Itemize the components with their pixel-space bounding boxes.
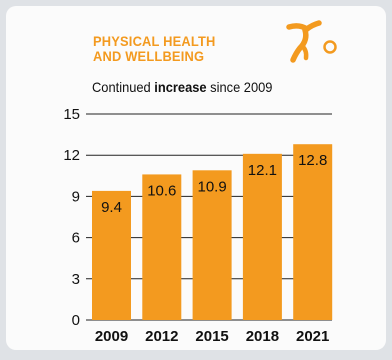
x-tick-label: 2015 xyxy=(195,328,228,345)
data-label: 10.6 xyxy=(147,182,176,199)
data-label: 10.9 xyxy=(197,178,226,195)
bar-2021 xyxy=(293,144,333,320)
x-tick-label: 2021 xyxy=(296,328,329,345)
y-tick-label: 15 xyxy=(63,106,80,123)
person-exercising-icon xyxy=(281,20,343,71)
data-label: 12.1 xyxy=(248,162,277,179)
y-tick-label: 6 xyxy=(72,230,80,247)
data-label: 12.8 xyxy=(298,152,327,169)
x-tick-label: 2012 xyxy=(145,328,178,345)
title-line-1: PHYSICAL HEALTH xyxy=(93,33,216,49)
x-tick-label: 2009 xyxy=(95,328,128,345)
bar-2018 xyxy=(242,153,282,320)
chart-subtitle: Continued increase since 2009 xyxy=(92,79,272,95)
y-tick-label: 3 xyxy=(72,271,80,288)
y-tick-label: 12 xyxy=(63,147,80,164)
data-label: 9.4 xyxy=(101,199,122,216)
y-tick-label: 0 xyxy=(72,312,80,329)
bar-2015 xyxy=(192,170,232,320)
chart-title: PHYSICAL HEALTH AND WELLBEING xyxy=(93,34,216,64)
subtitle-post: since 2009 xyxy=(206,79,273,95)
y-tick-label: 9 xyxy=(72,188,80,205)
subtitle-bold: increase xyxy=(154,79,207,95)
subtitle-pre: Continued xyxy=(92,79,155,95)
bar-2012 xyxy=(142,174,182,320)
x-tick-label: 2018 xyxy=(246,328,279,345)
bar-2009 xyxy=(92,190,131,320)
title-line-2: AND WELLBEING xyxy=(93,48,205,64)
